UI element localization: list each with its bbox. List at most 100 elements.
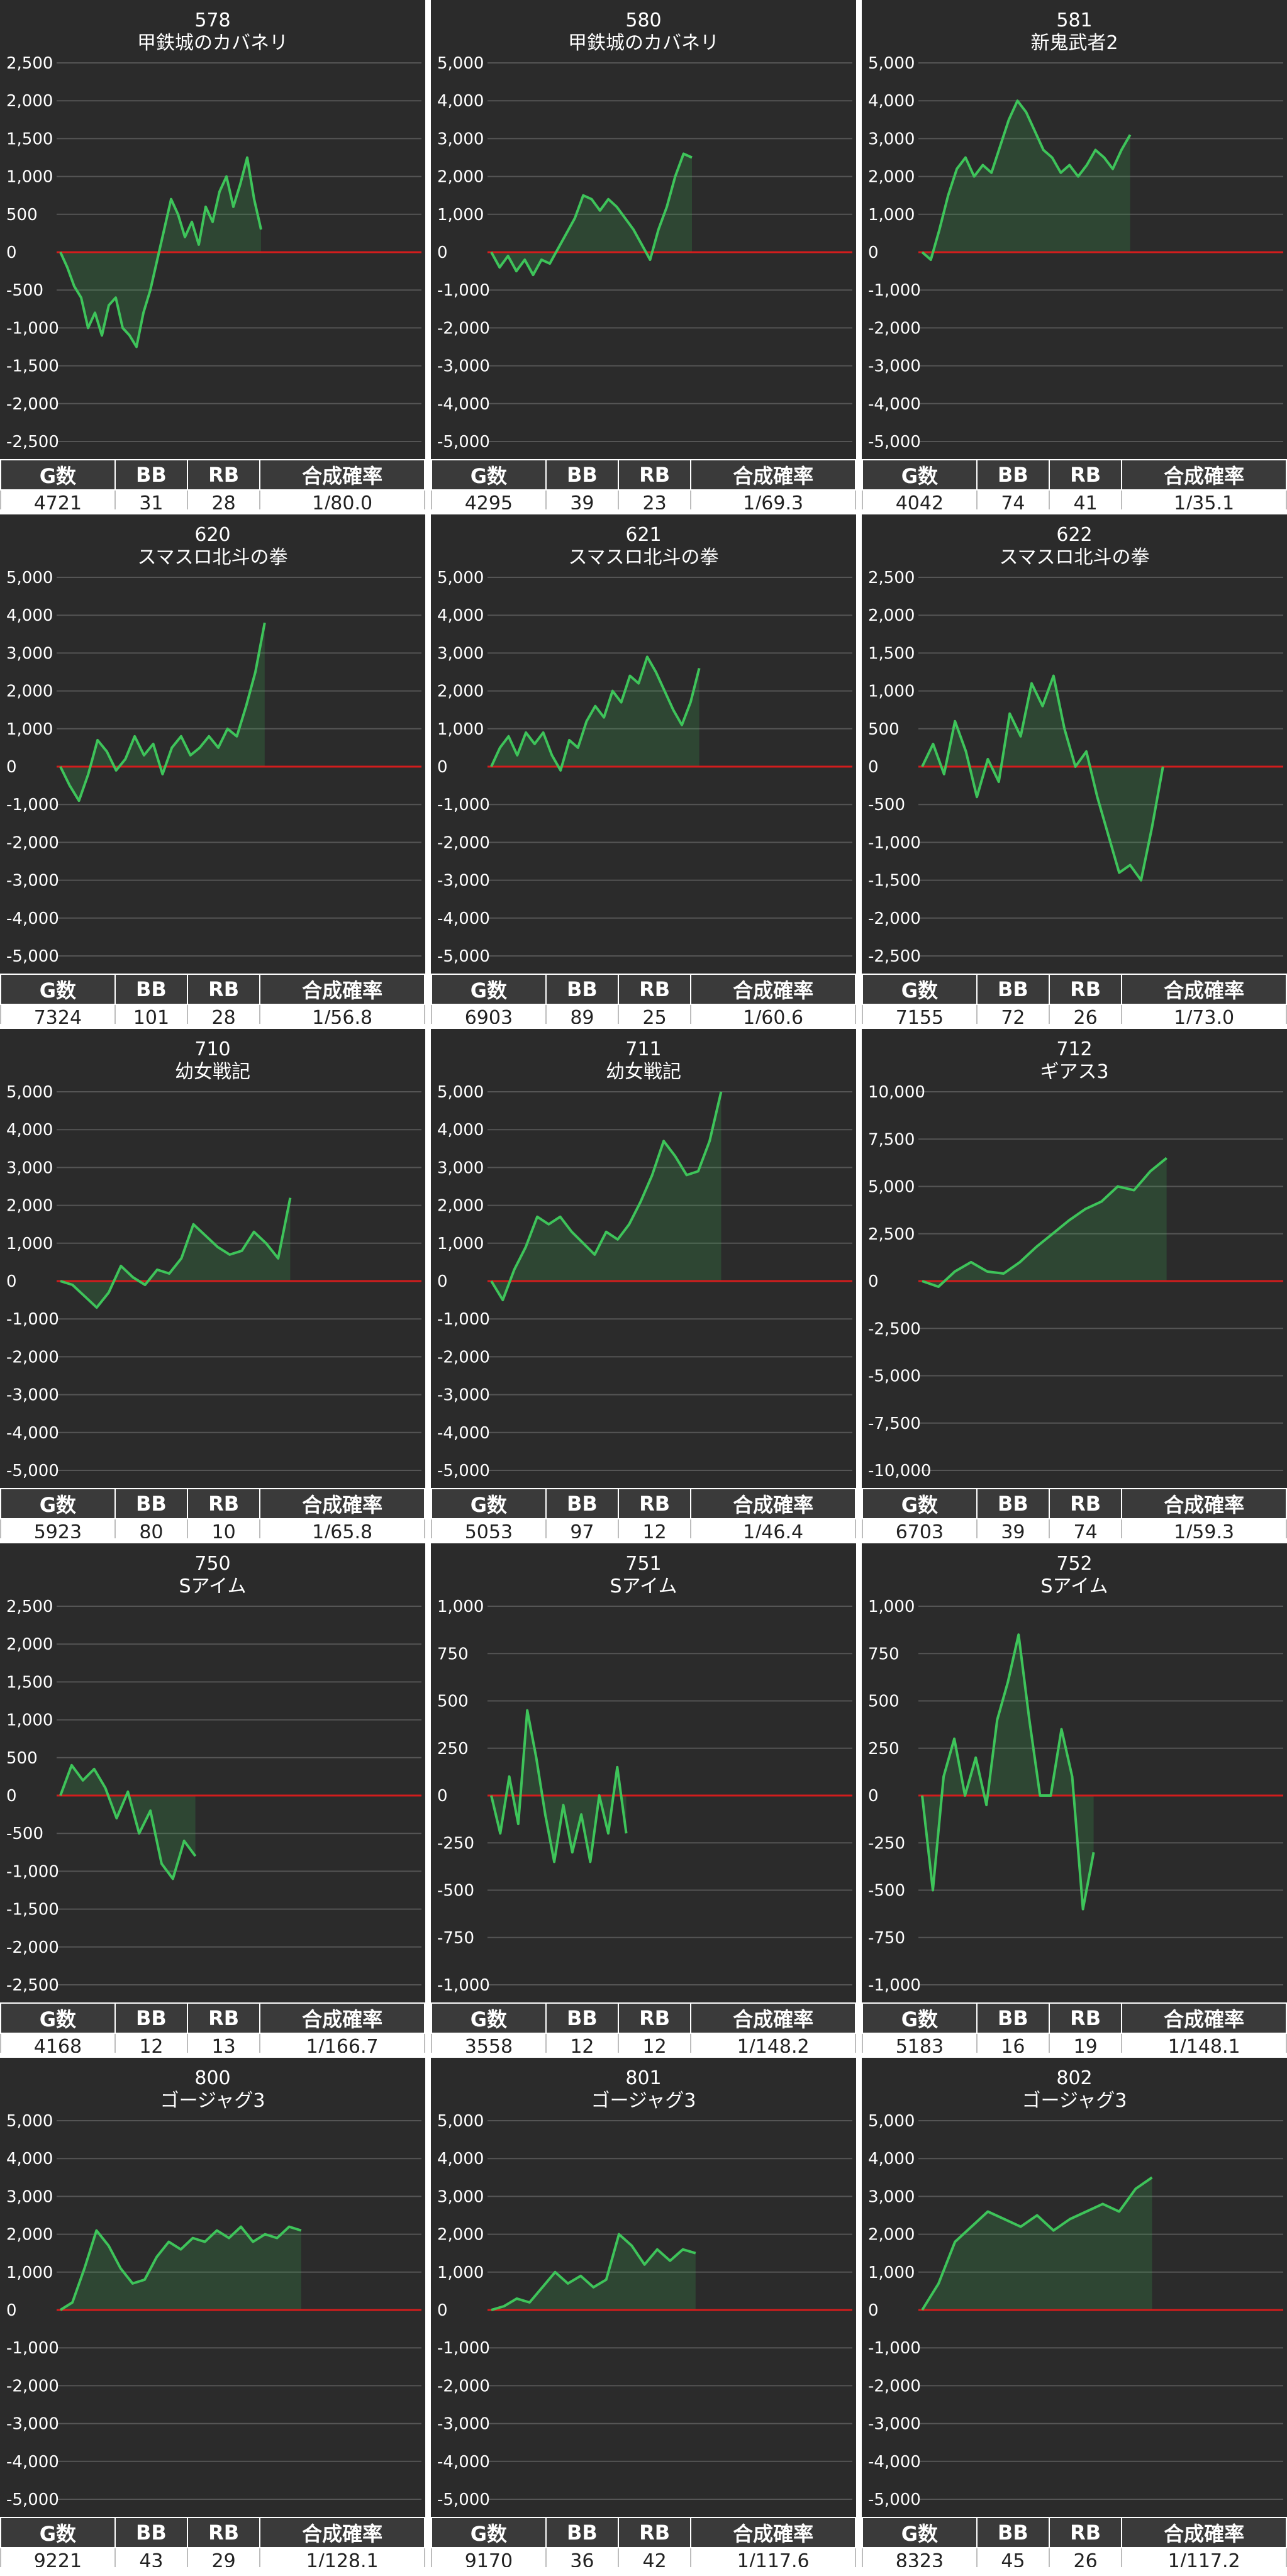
y-tick-label: 2,000 xyxy=(6,1197,53,1216)
bb-header: BB xyxy=(976,1488,1050,1519)
rate-header: 合成確率 xyxy=(1121,1488,1287,1519)
y-tick-label: 5,000 xyxy=(868,1178,915,1197)
y-tick-label: 0 xyxy=(868,243,879,262)
chart-subtitle: Sアイム xyxy=(1041,1575,1108,1597)
y-tick-label: 2,000 xyxy=(868,2226,915,2245)
y-tick-label: -4,000 xyxy=(6,2453,59,2472)
y-tick-label: 500 xyxy=(868,720,900,739)
stats-table: G数 BB RB 合成確率 3558 12 12 1/148.2 xyxy=(431,2002,856,2053)
chart-subtitle: ゴージャグ3 xyxy=(1022,2090,1127,2112)
bb-value: 36 xyxy=(545,2547,620,2567)
y-tick-label: 1,000 xyxy=(437,206,484,225)
y-tick-label: 0 xyxy=(6,243,17,262)
y-tick-label: 5,000 xyxy=(437,1083,484,1102)
y-tick-label: 3,000 xyxy=(437,1158,484,1177)
rate-header: 合成確率 xyxy=(1121,459,1287,491)
chart-area: 711 幼女戦記 5,000 4,000 3,000 2,000 1,000 0 -1,000 -… xyxy=(431,1029,856,1488)
rb-header: RB xyxy=(618,2002,692,2034)
series-line xyxy=(921,2176,1153,2311)
y-tick-label: -1,000 xyxy=(437,281,490,300)
chart-area: 581 新鬼武者2 5,000 4,000 3,000 2,000 1,000 0 -1,000… xyxy=(862,0,1287,459)
chart-subtitle: スマスロ北斗の拳 xyxy=(568,547,718,569)
rate-value: 1/46.4 xyxy=(690,1518,856,1538)
y-tick-label: -1,000 xyxy=(868,2339,921,2358)
bb-value: 12 xyxy=(545,2033,620,2053)
rate-value: 1/148.2 xyxy=(690,2033,856,2053)
games-value: 4295 xyxy=(431,489,547,509)
y-tick-label: -5,000 xyxy=(868,433,921,452)
y-tick-label: -2,000 xyxy=(437,2377,490,2396)
games-header: G数 xyxy=(862,974,978,1005)
stats-table: G数 BB RB 合成確率 4042 74 41 1/35.1 xyxy=(862,459,1287,509)
rb-value: 12 xyxy=(618,1518,692,1538)
y-tick-label: 2,000 xyxy=(437,2226,484,2245)
y-tick-label: 4,000 xyxy=(6,1121,53,1140)
rb-header: RB xyxy=(187,974,261,1005)
chart-area: 800 ゴージャグ3 5,000 4,000 3,000 2,000 1,000 0 -1,00… xyxy=(0,2058,425,2517)
y-tick-label: -2,000 xyxy=(437,1348,490,1367)
y-tick-label: -1,000 xyxy=(6,2339,59,2358)
series-area xyxy=(922,675,1163,880)
series-line xyxy=(59,2225,302,2311)
chart-area: 752 Sアイム 1,000 750 500 250 0 -250 -500 -750 -1,000 xyxy=(862,1543,1287,2002)
y-tick-label: 1,000 xyxy=(868,206,915,225)
series-line xyxy=(59,622,266,802)
series-area xyxy=(922,1158,1167,1287)
y-tick-label: 1,000 xyxy=(6,2263,53,2282)
y-tick-label: -2,000 xyxy=(6,1938,59,1957)
rate-header: 合成確率 xyxy=(690,459,856,491)
y-tick-label: 3,000 xyxy=(868,130,915,148)
y-tick-label: -1,000 xyxy=(6,1862,59,1881)
rb-header: RB xyxy=(618,459,692,491)
chart-title: 751 xyxy=(625,1553,661,1575)
rb-value: 26 xyxy=(1049,2547,1123,2567)
y-tick-label: 750 xyxy=(868,1645,900,1663)
series-line xyxy=(922,1157,1167,1288)
chart-area: 750 Sアイム 2,500 2,000 1,500 1,000 500 0 -500 -1,00… xyxy=(0,1543,425,2002)
y-tick-label: 10,000 xyxy=(868,1083,925,1102)
bb-value: 80 xyxy=(114,1518,189,1538)
y-tick-label: 1,500 xyxy=(868,644,915,663)
games-value: 5923 xyxy=(0,1518,116,1538)
series-area xyxy=(60,1197,291,1308)
chart-panel: 800 ゴージャグ3 5,000 4,000 3,000 2,000 1,000 0 -1,00… xyxy=(0,2058,425,2567)
rb-header: RB xyxy=(187,2517,261,2548)
chart-panel: 751 Sアイム 1,000 750 500 250 0 -250 -500 -750 -1,000… xyxy=(431,1543,856,2053)
stats-table: G数 BB RB 合成確率 5923 80 10 1/65.8 xyxy=(0,1488,425,1538)
y-tick-label: -2,000 xyxy=(437,833,490,852)
y-tick-label: 5,000 xyxy=(868,2112,915,2131)
rb-header: RB xyxy=(187,1488,261,1519)
rate-header: 合成確率 xyxy=(259,2517,425,2548)
y-tick-label: 1,000 xyxy=(6,720,53,739)
y-tick-label: 4,000 xyxy=(437,92,484,111)
bb-value: 12 xyxy=(114,2033,189,2053)
bb-value: 101 xyxy=(114,1004,189,1024)
bb-header: BB xyxy=(976,2002,1050,2034)
chart-title: 578 xyxy=(194,9,230,31)
chart-panel: 622 スマスロ北斗の拳 2,500 2,000 1,500 1,000 500 0 -500 -… xyxy=(862,514,1287,1024)
y-tick-label: -1,500 xyxy=(6,357,59,376)
y-tick-label: -4,000 xyxy=(868,2453,921,2472)
series-area xyxy=(60,1765,196,1879)
rate-header: 合成確率 xyxy=(1121,974,1287,1005)
y-tick-label: -2,500 xyxy=(868,1319,921,1338)
y-tick-label: 0 xyxy=(6,1787,17,1806)
y-tick-label: 500 xyxy=(6,206,38,225)
rb-value: 25 xyxy=(618,1004,692,1024)
chart-title: 800 xyxy=(194,2067,230,2089)
bb-value: 74 xyxy=(976,489,1050,509)
series-line xyxy=(921,1633,1095,1911)
y-tick-label: -3,000 xyxy=(437,1386,490,1405)
games-value: 7155 xyxy=(862,1004,978,1024)
y-tick-label: 3,000 xyxy=(437,130,484,148)
games-value: 6903 xyxy=(431,1004,547,1024)
chart-panel: 581 新鬼武者2 5,000 4,000 3,000 2,000 1,000 0 -1,000… xyxy=(862,0,1287,509)
chart-title: 581 xyxy=(1056,9,1092,31)
